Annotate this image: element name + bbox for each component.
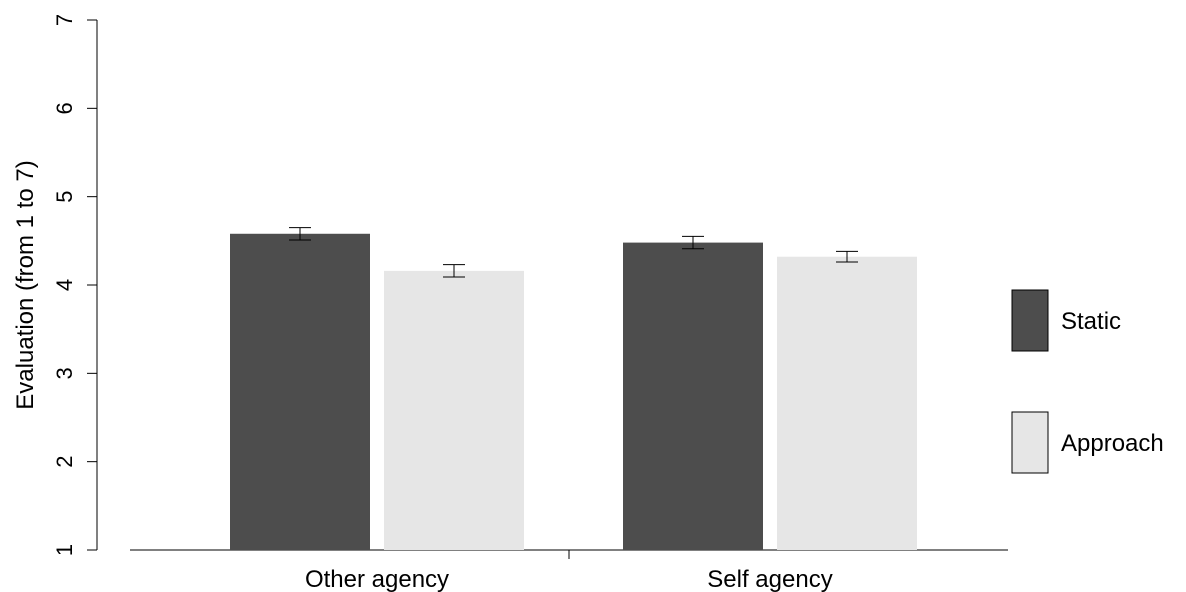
y-tick-label: 7 <box>52 14 77 26</box>
y-tick-label: 2 <box>52 456 77 468</box>
legend-label: Static <box>1061 308 1121 335</box>
x-axis: Other agency Self agency <box>130 549 1008 592</box>
y-tick-label: 5 <box>52 191 77 203</box>
y-tick-label: 3 <box>52 367 77 379</box>
legend-swatch <box>1011 289 1049 352</box>
bar <box>777 256 917 550</box>
legend: Static Approach <box>1011 289 1164 474</box>
y-tick-label: 6 <box>52 102 77 114</box>
x-tick-label: Other agency <box>305 566 449 592</box>
bar <box>623 242 763 550</box>
bar <box>384 270 524 550</box>
y-axis: 1 2 3 4 5 6 7 <box>52 14 98 556</box>
bars <box>230 227 917 550</box>
x-tick-label: Self agency <box>707 566 832 592</box>
legend-swatch <box>1011 411 1049 474</box>
y-axis-label: Evaluation (from 1 to 7) <box>12 160 39 409</box>
y-tick-label: 4 <box>52 279 77 291</box>
legend-label: Approach <box>1061 430 1164 457</box>
y-tick-label: 1 <box>52 544 77 556</box>
bar <box>230 233 370 550</box>
